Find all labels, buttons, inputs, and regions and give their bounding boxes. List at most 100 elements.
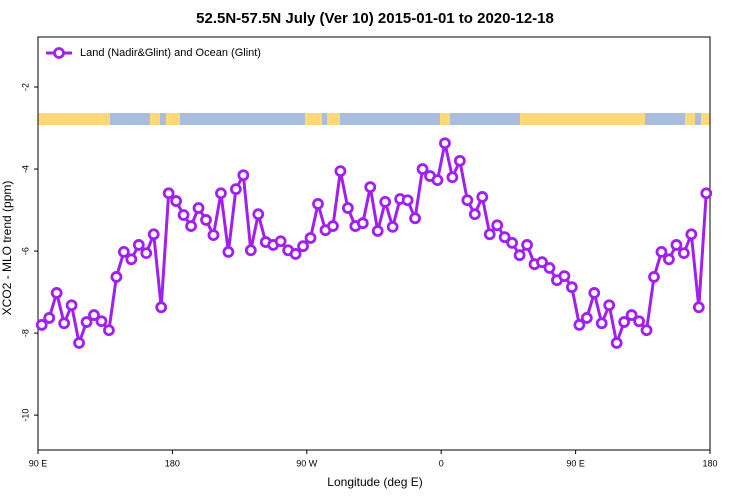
point	[327, 220, 339, 232]
point	[334, 165, 347, 178]
point	[125, 253, 138, 266]
x-tick-label: 180	[165, 458, 180, 468]
point	[177, 209, 190, 221]
point	[289, 248, 302, 260]
point	[446, 171, 459, 184]
x-axis-label: Longitude (deg E)	[327, 475, 422, 489]
point	[132, 239, 145, 251]
point	[207, 229, 220, 241]
point	[498, 231, 511, 244]
point	[483, 228, 496, 241]
point	[663, 253, 675, 266]
point	[140, 247, 153, 260]
point	[386, 220, 399, 233]
point	[341, 202, 354, 214]
point	[80, 316, 93, 328]
point	[595, 317, 608, 330]
point	[252, 208, 265, 221]
point	[170, 195, 183, 207]
point	[95, 315, 108, 328]
point	[312, 198, 324, 210]
point	[618, 316, 631, 328]
y-tick-label: -8	[20, 329, 30, 337]
land-ocean-strip	[38, 113, 710, 125]
point	[65, 299, 78, 312]
point	[35, 319, 48, 331]
plot-frame	[37, 36, 711, 451]
point	[573, 319, 586, 331]
point	[244, 244, 257, 257]
y-tick-label: -2	[20, 83, 30, 91]
x-tick-label: 180	[702, 458, 717, 468]
point	[147, 228, 160, 241]
point	[162, 187, 175, 200]
point	[461, 194, 474, 207]
point	[670, 239, 683, 251]
point	[200, 214, 212, 226]
x-tick-label: 90 E	[566, 458, 585, 468]
point	[692, 301, 705, 314]
point	[640, 324, 653, 337]
point	[416, 163, 429, 175]
point	[401, 194, 414, 207]
point	[565, 281, 578, 294]
point	[648, 271, 660, 283]
x-tick-label: 0	[439, 458, 444, 468]
point	[468, 208, 481, 221]
point	[237, 169, 250, 182]
point	[558, 270, 571, 283]
point	[185, 220, 197, 232]
point	[229, 183, 242, 196]
point	[103, 324, 115, 337]
x-tick-label: 90 W	[296, 458, 318, 468]
point	[50, 287, 63, 299]
point	[580, 312, 593, 324]
chart-title: 52.5N-57.5N July (Ver 10) 2015-01-01 to …	[196, 10, 554, 27]
point	[88, 309, 100, 321]
point	[633, 315, 645, 328]
point	[356, 217, 369, 230]
point	[453, 154, 466, 167]
point	[431, 174, 444, 187]
point	[110, 271, 123, 283]
point	[43, 312, 56, 324]
point	[192, 202, 205, 214]
point	[543, 262, 556, 274]
point	[625, 309, 638, 321]
point	[222, 246, 235, 258]
y-tick-label: -10	[20, 409, 30, 422]
legend-marker	[53, 47, 65, 59]
point	[513, 249, 526, 262]
point	[536, 256, 548, 269]
point	[364, 181, 377, 194]
y-tick-label: -4	[20, 165, 30, 173]
point	[274, 235, 287, 248]
point	[588, 287, 601, 299]
point	[521, 239, 533, 251]
y-axis-label: XCO2 - MLO trend (ppm)	[0, 181, 14, 316]
point	[476, 191, 489, 203]
point	[409, 212, 421, 225]
point	[603, 299, 616, 312]
point	[58, 317, 71, 330]
point	[685, 228, 698, 241]
point	[371, 225, 384, 237]
y-tick-label: -6	[20, 247, 30, 255]
point	[304, 232, 317, 244]
point	[506, 236, 519, 249]
point	[610, 337, 623, 349]
point	[215, 187, 227, 200]
point	[73, 337, 85, 349]
point	[700, 187, 713, 200]
point	[155, 301, 168, 314]
point	[117, 246, 130, 258]
point	[491, 219, 504, 232]
legend-label: Land (Nadir&Glint) and Ocean (Glint)	[80, 47, 261, 59]
point	[655, 246, 668, 258]
point	[439, 137, 451, 150]
point	[677, 247, 690, 260]
point	[379, 195, 392, 208]
point	[297, 240, 309, 253]
x-tick-label: 90 E	[29, 458, 48, 468]
